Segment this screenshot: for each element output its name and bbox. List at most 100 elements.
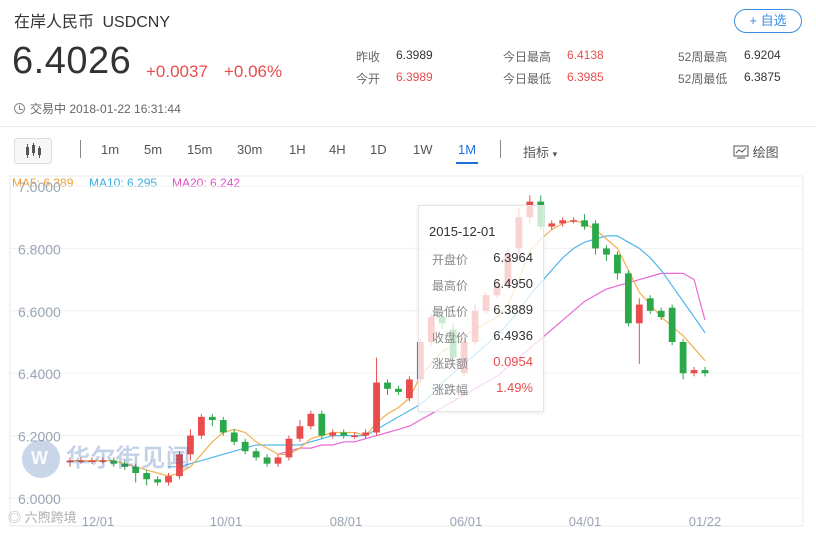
candle-body bbox=[384, 382, 391, 389]
stat-label: 52周最高 bbox=[678, 50, 728, 64]
draw-tool-button[interactable]: 绘图 bbox=[733, 142, 779, 161]
tooltip-value: 6.4950 bbox=[493, 276, 533, 291]
tooltip-value: 6.3964 bbox=[493, 250, 533, 265]
candle-body bbox=[296, 426, 304, 439]
stat-value: 6.3875 bbox=[744, 70, 781, 84]
candle-body bbox=[395, 388, 402, 392]
candle-body bbox=[99, 460, 107, 463]
period-tab-15m[interactable]: 15m bbox=[187, 142, 213, 157]
add-watchlist-button[interactable]: + 自选 bbox=[734, 9, 802, 33]
period-tab-4h[interactable]: 4H bbox=[329, 142, 346, 157]
trading-status: 交易中 2018-01-22 16:31:44 bbox=[14, 100, 181, 117]
draw-label: 绘图 bbox=[752, 145, 779, 160]
candle-body bbox=[340, 432, 348, 436]
candle-body bbox=[230, 432, 238, 442]
price-chart[interactable]: MA5: 6.389 MA10: 6.295 MA20: 6.242 7.0000 6… bbox=[0, 170, 816, 534]
candle-body bbox=[143, 473, 151, 480]
stat-value: 6.9204 bbox=[744, 48, 781, 62]
instrument-title: 在岸人民币 USDCNY bbox=[14, 8, 170, 32]
candle-body bbox=[285, 438, 293, 458]
candle-body bbox=[581, 220, 588, 227]
candle-body bbox=[362, 432, 369, 436]
source-watermark: ◎ 六煦跨境 bbox=[8, 510, 77, 525]
period-tab-1w[interactable]: 1W bbox=[413, 142, 433, 157]
candlestick-icon bbox=[26, 143, 41, 158]
candle-body bbox=[635, 304, 643, 324]
candle-body bbox=[701, 370, 709, 374]
tooltip-value: 6.3889 bbox=[493, 302, 533, 317]
candle-body bbox=[329, 432, 337, 436]
toolbar-separator bbox=[80, 140, 81, 158]
candle-body bbox=[88, 460, 96, 463]
y-tick-label: 6.4000 bbox=[18, 366, 61, 382]
tooltip-label: 收盘价 bbox=[432, 331, 469, 345]
candle-body bbox=[219, 420, 227, 433]
candle-body bbox=[252, 451, 260, 458]
candle-body bbox=[690, 370, 698, 374]
y-tick-label: 6.8000 bbox=[18, 241, 61, 257]
candle-body bbox=[657, 310, 665, 318]
x-tick-label: 08/01 bbox=[330, 514, 363, 529]
ma5-line bbox=[70, 219, 706, 477]
candle-body bbox=[208, 416, 216, 420]
stat-value: 6.3989 bbox=[396, 48, 433, 62]
indicator-label: 指标 bbox=[523, 145, 550, 160]
period-tab-1d[interactable]: 1D bbox=[370, 142, 387, 157]
x-tick-label: 12/01 bbox=[82, 514, 115, 529]
clock-icon bbox=[14, 103, 25, 114]
candle-body bbox=[406, 379, 413, 399]
candle-body bbox=[373, 382, 380, 433]
candle-body bbox=[603, 248, 610, 255]
stat-label: 52周最低 bbox=[678, 72, 728, 86]
tooltip-label: 开盘价 bbox=[432, 253, 469, 267]
status-text: 交易中 2018-01-22 16:31:44 bbox=[30, 102, 181, 116]
y-tick-label: 7.0000 bbox=[18, 179, 61, 195]
weibo-icon: ◎ bbox=[8, 510, 25, 525]
chart-type-button[interactable] bbox=[14, 138, 52, 164]
x-tick-label: 10/01 bbox=[210, 514, 243, 529]
stat-value: 6.3985 bbox=[567, 70, 604, 84]
tooltip-value: 1.49% bbox=[496, 380, 533, 395]
candle-body bbox=[318, 413, 326, 436]
chart-toolbar: 1m 5m 15m 30m 1H 4H 1D 1W 1M 指标 ▾ 绘图 bbox=[0, 138, 816, 164]
period-tab-30m[interactable]: 30m bbox=[237, 142, 263, 157]
stat-label: 今日最低 bbox=[503, 72, 552, 86]
candle-body bbox=[624, 273, 632, 324]
period-tab-1h[interactable]: 1H bbox=[289, 142, 306, 157]
tooltip-label: 涨跌幅 bbox=[432, 383, 469, 397]
tooltip-label: 最低价 bbox=[432, 305, 469, 319]
indicator-menu[interactable]: 指标 ▾ bbox=[523, 142, 557, 161]
candle-body bbox=[176, 454, 183, 477]
candle-body bbox=[121, 463, 129, 467]
watermark-text: 华尔街见闻 bbox=[66, 443, 191, 472]
candle-body bbox=[679, 342, 687, 374]
period-tab-1m[interactable]: 1m bbox=[101, 142, 120, 157]
price-change: +0.0037 bbox=[146, 62, 208, 81]
x-tick-label: 06/01 bbox=[450, 514, 483, 529]
tooltip-value: 6.4936 bbox=[493, 328, 533, 343]
stat-value: 6.4138 bbox=[567, 48, 604, 62]
candle-body bbox=[197, 416, 205, 436]
header-divider bbox=[0, 126, 816, 127]
candle-body bbox=[66, 460, 74, 463]
candle-body bbox=[646, 298, 654, 311]
period-tab-1m[interactable]: 1M bbox=[458, 142, 477, 157]
x-tick-label: 01/22 bbox=[689, 514, 722, 529]
candle-body bbox=[110, 460, 118, 464]
instrument-symbol: USDCNY bbox=[102, 14, 171, 31]
y-tick-label: 6.6000 bbox=[18, 304, 61, 320]
candle-body bbox=[307, 413, 315, 427]
y-tick-label: 6.2000 bbox=[18, 429, 61, 445]
period-tab-5m[interactable]: 5m bbox=[144, 142, 163, 157]
tooltip-date: 2015-12-01 bbox=[429, 224, 496, 239]
candle-body bbox=[165, 476, 172, 483]
toolbar-separator bbox=[500, 140, 501, 158]
stat-label: 今日最高 bbox=[503, 50, 552, 64]
candle-body bbox=[548, 223, 556, 227]
stat-value: 6.3989 bbox=[396, 70, 433, 84]
candle-body bbox=[351, 435, 359, 438]
draw-icon bbox=[733, 145, 749, 159]
candle-body bbox=[559, 220, 567, 224]
candle-body bbox=[154, 479, 161, 483]
watermark-logo: W bbox=[22, 440, 60, 478]
